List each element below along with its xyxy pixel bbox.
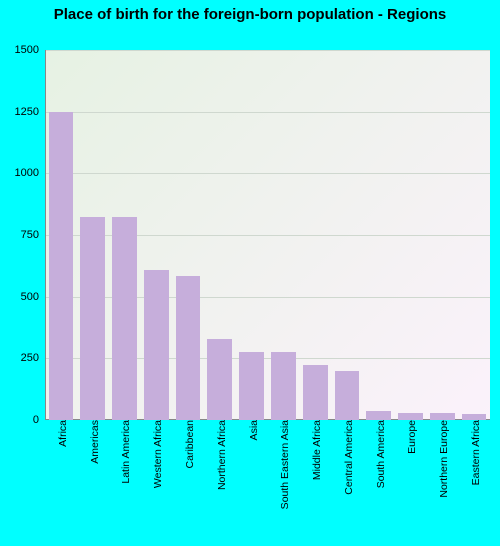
bar: [176, 276, 201, 420]
x-tick-label: Caribbean: [180, 420, 196, 468]
y-tick-label: 500: [21, 291, 45, 303]
x-tick-label: Western Africa: [148, 420, 164, 488]
x-tick-label: Central America: [339, 420, 355, 495]
bar-slot: Caribbean: [172, 50, 204, 420]
chart-title: Place of birth for the foreign-born popu…: [0, 6, 500, 23]
x-tick-label: Africa: [53, 420, 69, 447]
x-tick-label: Middle Africa: [307, 420, 323, 480]
bar-slot: Northern Africa: [204, 50, 236, 420]
x-tick-label: Latin America: [116, 420, 132, 484]
bar: [80, 217, 105, 421]
x-tick-label: Northern Africa: [212, 420, 228, 490]
x-tick-label: Eastern Africa: [466, 420, 482, 485]
bar-slot: Latin America: [109, 50, 141, 420]
bar: [239, 352, 264, 420]
y-tick-label: 0: [33, 414, 45, 426]
bar-slot: Western Africa: [140, 50, 172, 420]
bar-slot: Northern Europe: [426, 50, 458, 420]
bar-slot: South Eastern Asia: [267, 50, 299, 420]
y-tick-label: 1000: [15, 167, 45, 179]
x-tick-label: South America: [371, 420, 387, 488]
x-tick-label: Northern Europe: [434, 420, 450, 498]
bar: [144, 270, 169, 420]
bar: [366, 411, 391, 420]
bar-slot: Middle Africa: [299, 50, 331, 420]
plot-area: 0250500750100012501500 AfricaAmericasLat…: [45, 50, 490, 420]
bar: [303, 365, 328, 421]
x-tick-label: Americas: [85, 420, 101, 464]
x-tick-label: Asia: [244, 420, 260, 440]
y-tick-label: 750: [21, 229, 45, 241]
y-tick-label: 250: [21, 352, 45, 364]
bar-slot: Central America: [331, 50, 363, 420]
bar-slot: Americas: [77, 50, 109, 420]
bar: [271, 352, 296, 420]
bar: [112, 217, 137, 421]
bar-slot: Asia: [236, 50, 268, 420]
bar: [207, 339, 232, 420]
bar: [49, 112, 74, 420]
bar: [335, 371, 360, 420]
bar-slot: Europe: [395, 50, 427, 420]
bars-container: AfricaAmericasLatin AmericaWestern Afric…: [45, 50, 490, 420]
chart-frame: Place of birth for the foreign-born popu…: [0, 0, 500, 546]
bar-slot: Africa: [45, 50, 77, 420]
y-tick-label: 1250: [15, 106, 45, 118]
y-tick-label: 1500: [15, 44, 45, 56]
bar-slot: South America: [363, 50, 395, 420]
bar-slot: Eastern Africa: [458, 50, 490, 420]
x-tick-label: Europe: [402, 420, 418, 454]
x-tick-label: South Eastern Asia: [275, 420, 291, 509]
